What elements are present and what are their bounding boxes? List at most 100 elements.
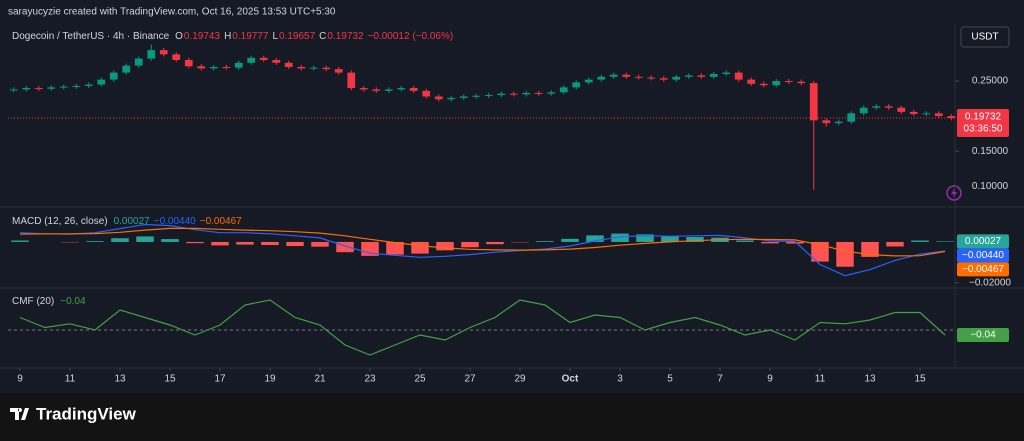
candle-body <box>572 82 581 88</box>
candle-body <box>497 93 506 96</box>
legend-value: 0.00027 <box>114 216 151 227</box>
candle-body <box>934 113 943 117</box>
logo-mark <box>10 408 29 420</box>
x-tick-label: 15 <box>164 374 176 385</box>
ohlc-value: 0.19743 <box>184 31 221 42</box>
histogram-bar <box>586 235 604 242</box>
alert-icon-bolt <box>951 188 957 198</box>
candle-body <box>684 75 693 77</box>
alert-icon[interactable] <box>946 185 962 201</box>
candle-body <box>84 84 93 86</box>
candle-body <box>197 66 206 69</box>
histogram-bar <box>786 241 804 244</box>
candle-body <box>559 87 568 93</box>
candle-body <box>484 95 493 97</box>
value-box <box>957 328 1009 342</box>
ohlc-change: −0.00012 (−0.06%) <box>368 31 454 42</box>
candle-body <box>647 77 656 79</box>
x-tick-label: Oct <box>562 374 579 385</box>
candle-body <box>97 79 106 85</box>
ohlc-key: H <box>224 31 231 42</box>
histogram-bar <box>811 241 829 262</box>
candle-body <box>534 92 543 94</box>
x-tick-label: 7 <box>717 374 723 385</box>
histogram-bar <box>461 241 479 248</box>
footer-background <box>0 393 1024 441</box>
histogram-bar <box>661 236 679 242</box>
candle-body <box>322 67 331 70</box>
macd-line <box>19 227 946 257</box>
histogram-bar <box>436 241 454 251</box>
value-box <box>957 234 1009 249</box>
cmf-line <box>19 299 946 356</box>
x-tick-label: 9 <box>767 374 773 385</box>
candle-body <box>634 76 643 78</box>
candle-body <box>434 96 443 100</box>
histogram-bar <box>136 236 154 242</box>
candle-body <box>22 88 31 90</box>
candle-body <box>422 90 431 97</box>
candle-body <box>209 66 218 69</box>
ohlc-value: 0.19657 <box>279 31 316 42</box>
histogram-bar <box>86 241 104 242</box>
histogram-bar <box>161 239 179 242</box>
x-tick-label: 5 <box>667 374 673 385</box>
histogram-bar <box>936 241 954 242</box>
candle-body <box>447 97 456 100</box>
candle-body <box>884 106 893 108</box>
histogram-bar <box>561 238 579 242</box>
candle-body <box>609 74 618 77</box>
x-tick-label: 21 <box>314 374 326 385</box>
legend: Dogecoin / TetherUS · 4h · Binance O0.197… <box>12 31 453 42</box>
x-tick-label: 19 <box>264 374 276 385</box>
candle-body <box>247 57 256 63</box>
currency-label[interactable]: USDT <box>971 32 998 43</box>
currency-button[interactable] <box>960 26 1010 48</box>
candle-body <box>859 107 868 114</box>
candle-body <box>772 81 781 86</box>
candle-body <box>334 69 343 73</box>
candle-body <box>297 66 306 69</box>
histogram-bar <box>761 241 779 244</box>
countdown-label: 03:36:50 <box>964 124 1003 135</box>
x-tick-label: 3 <box>617 374 623 385</box>
legend-title: Dogecoin / TetherUS · 4h · Binance <box>12 31 170 42</box>
x-tick-label: 13 <box>114 374 126 385</box>
histogram-bar <box>411 241 429 254</box>
value-box <box>957 262 1009 277</box>
y-tick-label: 0.15000 <box>972 146 1009 157</box>
x-tick-label: 9 <box>17 374 23 385</box>
histogram-bar <box>111 238 129 242</box>
legend: CMF (20) −0.04 <box>12 296 86 307</box>
candle-body <box>697 75 706 77</box>
candle-body <box>47 87 56 89</box>
histogram-bar <box>211 241 229 246</box>
histogram-bar <box>686 237 704 242</box>
histogram-bar <box>911 240 929 242</box>
value-box-label: −0.04 <box>970 330 996 341</box>
candle-body <box>909 111 918 115</box>
x-tick-label: 23 <box>364 374 376 385</box>
candle-body <box>547 92 556 94</box>
candle-body <box>259 57 268 60</box>
candle-body <box>9 89 18 91</box>
candle-body <box>584 79 593 83</box>
histogram-bar <box>11 240 29 242</box>
last-price-label: 0.19732 <box>965 112 1002 123</box>
histogram-bar <box>636 234 654 242</box>
histogram-bar <box>886 241 904 247</box>
legend-title: MACD (12, 26, close) <box>12 216 108 227</box>
x-tick-label: 15 <box>914 374 926 385</box>
candle-body <box>672 76 681 80</box>
last-price-box <box>957 109 1009 138</box>
ohlc-key: O <box>175 31 183 42</box>
y-tick-label: 0.10000 <box>972 181 1009 192</box>
chart-background <box>0 0 1024 393</box>
candle-body <box>72 85 81 87</box>
value-box-label: −0.00467 <box>962 264 1004 275</box>
candle-body <box>522 92 531 95</box>
candle-body <box>109 72 118 80</box>
histogram-bar <box>261 241 279 246</box>
x-tick-label: 11 <box>65 374 76 385</box>
y-tick-label: −0.02000 <box>969 278 1011 289</box>
